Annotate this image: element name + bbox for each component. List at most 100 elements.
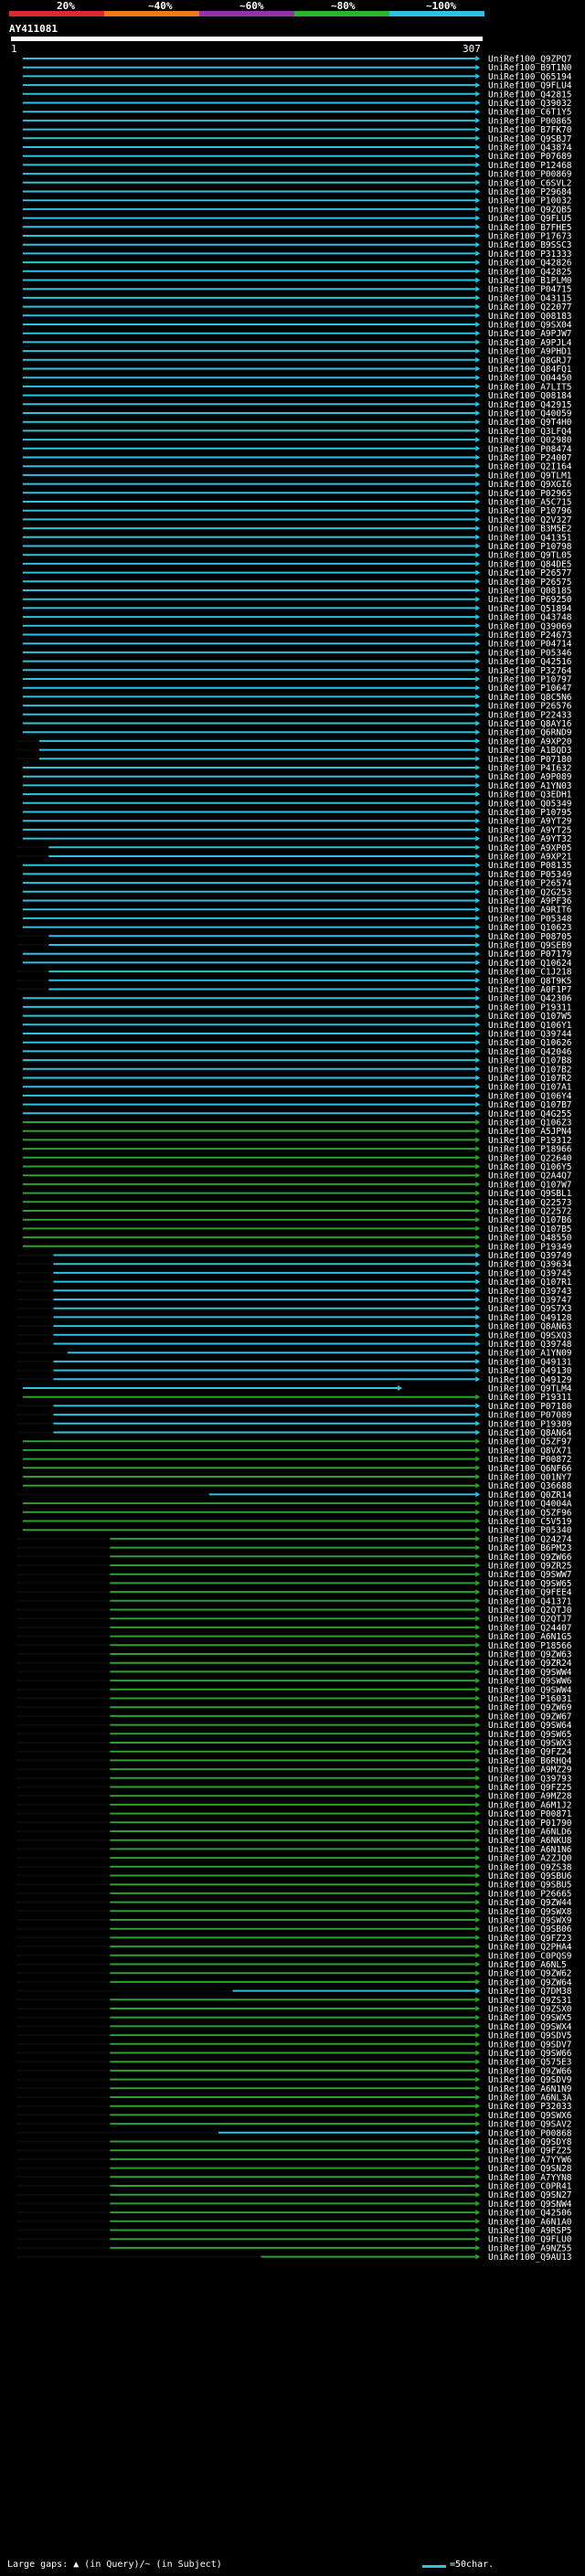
hit-label[interactable]: UniRef100_Q9SW65: [488, 1579, 572, 1589]
hit-label[interactable]: UniRef100_A6N1A0: [488, 2217, 572, 2227]
hit-label[interactable]: UniRef100_Q9ZW64: [488, 1977, 572, 1988]
hit-label[interactable]: UniRef100_Q40059: [488, 409, 572, 419]
hit-label[interactable]: UniRef100_Q107B8: [488, 1056, 572, 1066]
hit-label[interactable]: UniRef100_Q8GRJ7: [488, 355, 572, 366]
hit-label[interactable]: UniRef100_Q2QTJ0: [488, 1606, 572, 1616]
hit-label[interactable]: UniRef100_A9YT32: [488, 834, 572, 844]
hit-label[interactable]: UniRef100_A2ZJQ0: [488, 1854, 572, 1864]
hit-label[interactable]: UniRef100_Q51894: [488, 604, 572, 614]
hit-label[interactable]: UniRef100_Q42306: [488, 994, 572, 1004]
hit-label[interactable]: UniRef100_B9T1N0: [488, 63, 572, 73]
hit-label[interactable]: UniRef100_Q9ZR25: [488, 1562, 572, 1572]
hit-label[interactable]: UniRef100_Q41371: [488, 1596, 572, 1606]
hit-label[interactable]: UniRef100_Q9SWX5: [488, 2013, 572, 2023]
hit-label[interactable]: UniRef100_Q9ZQB5: [488, 205, 572, 215]
hit-label[interactable]: UniRef100_Q9ZS38: [488, 1862, 572, 1872]
hit-label[interactable]: UniRef100_Q9ZW69: [488, 1703, 572, 1713]
hit-label[interactable]: UniRef100_Q39793: [488, 1774, 572, 1784]
hit-label[interactable]: UniRef100_Q9TL05: [488, 551, 572, 561]
hit-label[interactable]: UniRef100_Q4G255: [488, 1109, 572, 1119]
hit-label[interactable]: UniRef100_Q107W5: [488, 1012, 572, 1022]
hit-label[interactable]: UniRef100_Q9SAV2: [488, 2120, 572, 2130]
hit-label[interactable]: UniRef100_Q49130: [488, 1366, 572, 1376]
hit-label[interactable]: UniRef100_Q9SWX6: [488, 2111, 572, 2121]
hit-label[interactable]: UniRef100_Q9SDV5: [488, 2031, 572, 2041]
hit-label[interactable]: UniRef100_P02965: [488, 489, 572, 499]
hit-label[interactable]: UniRef100_Q01NY7: [488, 1473, 572, 1483]
hit-label[interactable]: UniRef100_P08135: [488, 861, 572, 871]
hit-label[interactable]: UniRef100_P26575: [488, 578, 572, 588]
hit-label[interactable]: UniRef100_C0PQS9: [488, 1951, 572, 1961]
hit-label[interactable]: UniRef100_Q84FQ1: [488, 365, 572, 375]
hit-label[interactable]: UniRef100_Q08185: [488, 587, 572, 597]
hit-label[interactable]: UniRef100_Q9SW64: [488, 1721, 572, 1731]
hit-label[interactable]: UniRef100_Q36688: [488, 1481, 572, 1491]
hit-label[interactable]: UniRef100_Q04450: [488, 374, 572, 384]
hit-label[interactable]: UniRef100_P32764: [488, 666, 572, 676]
hit-label[interactable]: UniRef100_A9XP20: [488, 737, 572, 747]
hit-label[interactable]: UniRef100_Q0ZR14: [488, 1490, 572, 1500]
hit-label[interactable]: UniRef100_P16031: [488, 1694, 572, 1704]
hit-label[interactable]: UniRef100_Q9SWW6: [488, 1677, 572, 1687]
hit-label[interactable]: UniRef100_A9YT25: [488, 825, 572, 835]
hit-label[interactable]: UniRef100_A6N1N9: [488, 2084, 572, 2094]
hit-label[interactable]: UniRef100_P07180: [488, 755, 572, 765]
hit-label[interactable]: UniRef100_Q9TLM4: [488, 1384, 572, 1394]
hit-label[interactable]: UniRef100_O43115: [488, 293, 572, 303]
hit-label[interactable]: UniRef100_Q9ZW62: [488, 1969, 572, 1979]
hit-label[interactable]: UniRef100_Q106Z3: [488, 1118, 572, 1129]
hit-label[interactable]: UniRef100_Q2PHA4: [488, 1943, 572, 1953]
hit-label[interactable]: UniRef100_A1YN03: [488, 781, 572, 791]
hit-label[interactable]: UniRef100_P10796: [488, 506, 572, 516]
hit-label[interactable]: UniRef100_P05349: [488, 870, 572, 880]
hit-label[interactable]: UniRef100_B7FK70: [488, 125, 572, 135]
hit-label[interactable]: UniRef100_Q107A1: [488, 1083, 572, 1093]
hit-label[interactable]: UniRef100_P10032: [488, 196, 572, 207]
hit-label[interactable]: UniRef100_Q8VX71: [488, 1446, 572, 1456]
hit-label[interactable]: UniRef100_Q9ZSX0: [488, 2005, 572, 2015]
hit-label[interactable]: UniRef100_P07089: [488, 1411, 572, 1421]
hit-label[interactable]: UniRef100_Q10623: [488, 923, 572, 933]
hit-label[interactable]: UniRef100_Q9ZS31: [488, 1996, 572, 2006]
hit-label[interactable]: UniRef100_Q107B7: [488, 1100, 572, 1110]
hit-label[interactable]: UniRef100_Q9SDV7: [488, 2040, 572, 2050]
hit-label[interactable]: UniRef100_Q9SBL1: [488, 1189, 572, 1199]
hit-label[interactable]: UniRef100_P07180: [488, 1402, 572, 1412]
hit-label[interactable]: UniRef100_P31333: [488, 249, 572, 260]
hit-label[interactable]: UniRef100_P00868: [488, 2128, 572, 2138]
hit-label[interactable]: UniRef100_A6NL3A: [488, 2094, 572, 2104]
hit-label[interactable]: UniRef100_P4I632: [488, 764, 572, 774]
hit-label[interactable]: UniRef100_P19311: [488, 1393, 572, 1403]
hit-label[interactable]: UniRef100_Q39749: [488, 1251, 572, 1261]
hit-label[interactable]: UniRef100_A9PJW7: [488, 329, 572, 339]
hit-label[interactable]: UniRef100_Q42826: [488, 259, 572, 269]
hit-label[interactable]: UniRef100_P00865: [488, 116, 572, 126]
hit-label[interactable]: UniRef100_Q9SDV9: [488, 2075, 572, 2085]
hit-label[interactable]: UniRef100_Q3EDH1: [488, 790, 572, 800]
hit-label[interactable]: UniRef100_B6PM23: [488, 1543, 572, 1553]
hit-label[interactable]: UniRef100_Q9FLU0: [488, 2235, 572, 2245]
hit-label[interactable]: UniRef100_Q48550: [488, 1234, 572, 1244]
hit-label[interactable]: UniRef100_P18966: [488, 1145, 572, 1155]
hit-label[interactable]: UniRef100_A1BQD3: [488, 746, 572, 756]
hit-label[interactable]: UniRef100_P00871: [488, 1809, 572, 1819]
hit-label[interactable]: UniRef100_C5V519: [488, 1517, 572, 1527]
hit-label[interactable]: UniRef100_P32033: [488, 2102, 572, 2112]
hit-label[interactable]: UniRef100_Q5ZF96: [488, 1508, 572, 1518]
hit-label[interactable]: UniRef100_A6NLD6: [488, 1828, 572, 1838]
hit-label[interactable]: UniRef100_Q9SWX4: [488, 2022, 572, 2032]
hit-label[interactable]: UniRef100_Q106Y1: [488, 1021, 572, 1031]
hit-label[interactable]: UniRef100_A7YYW6: [488, 2155, 572, 2165]
hit-label[interactable]: UniRef100_Q9SN27: [488, 2190, 572, 2200]
hit-label[interactable]: UniRef100_P04715: [488, 285, 572, 295]
hit-label[interactable]: UniRef100_P18566: [488, 1641, 572, 1651]
hit-label[interactable]: UniRef100_P24007: [488, 453, 572, 463]
hit-label[interactable]: UniRef100_A6NKU8: [488, 1836, 572, 1846]
hit-label[interactable]: UniRef100_P69250: [488, 595, 572, 605]
hit-label[interactable]: UniRef100_Q10626: [488, 1038, 572, 1048]
hit-label[interactable]: UniRef100_Q9SWX9: [488, 1916, 572, 1926]
hit-label[interactable]: UniRef100_Q9ZW44: [488, 1898, 572, 1908]
hit-label[interactable]: UniRef100_Q2I164: [488, 462, 572, 472]
hit-label[interactable]: UniRef100_Q22640: [488, 1153, 572, 1163]
hit-label[interactable]: UniRef100_Q4004A: [488, 1500, 572, 1510]
